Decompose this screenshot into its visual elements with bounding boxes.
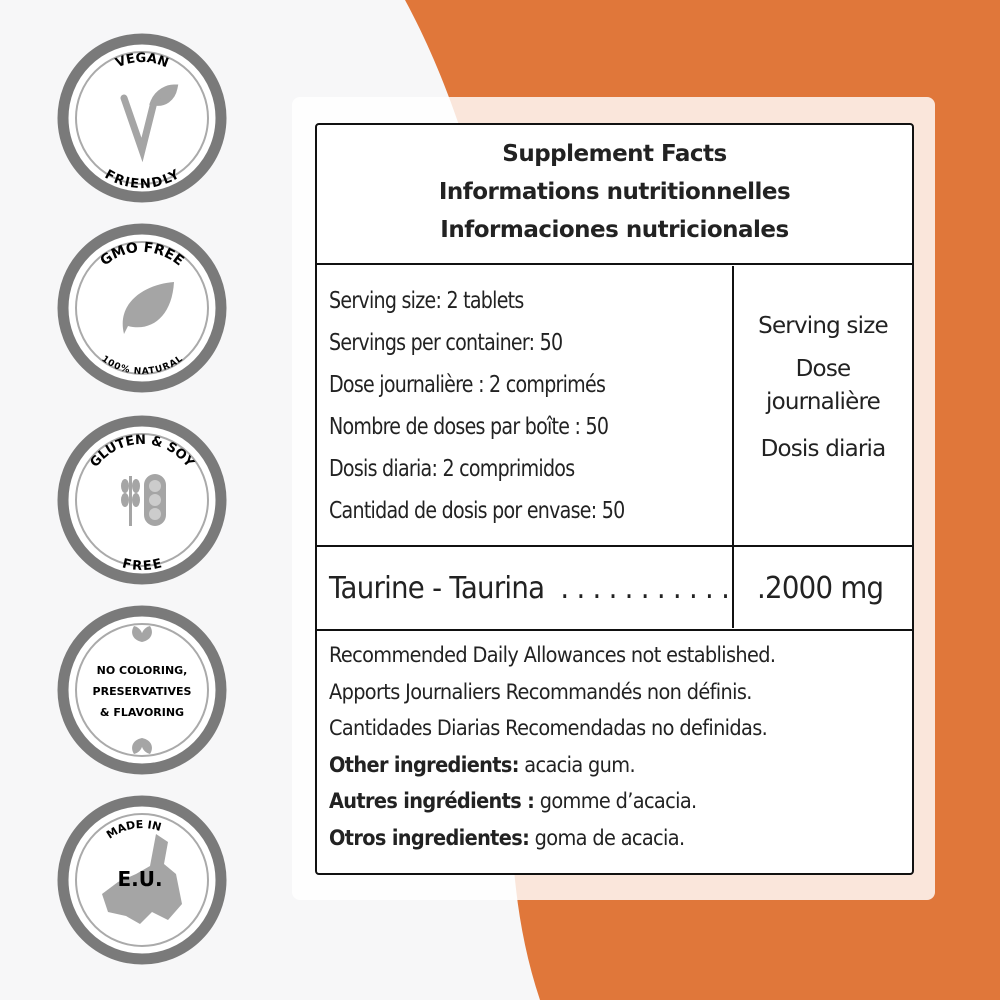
serving-size-header: Serving size Dose journalière Dosis diar… [734,310,912,466]
col-header-fr-1: Dose [795,356,852,382]
note-line: Recommended Daily Allowances not establi… [329,643,776,667]
europe-map-icon [102,834,182,924]
notes: Recommended Daily Allowances not establi… [329,637,814,856]
gmo-free-badge: GMO FREE 100% NATURAL [57,223,227,393]
supplement-facts-table: Supplement Facts Informations nutritionn… [315,123,914,875]
serving-info: Serving size: 2 tablets Servings per con… [329,280,650,532]
title-fr: Informations nutritionnelles [438,179,791,205]
gluten-soy-free-badge: GLUTEN & SOY FREE [57,415,227,585]
serving-line: Dosis diaria: 2 comprimidos [329,456,575,482]
vegan-v-leaf-icon [120,84,179,163]
other-ingredients-en: Other ingredients: acacia gum. [329,752,636,777]
col-header-fr-2: journalière [766,389,881,415]
serving-line: Serving size: 2 tablets [329,288,524,314]
col-header-en: Serving size [758,313,889,339]
vegan-friendly-badge: VEGAN FRIENDLY [57,33,227,203]
ingredient-amount: .2000 mg [757,571,884,606]
serving-line: Cantidad de dosis por envase: 50 [329,498,625,524]
column-divider [732,266,734,628]
svg-text:NO COLORING,PRESERVATIVES& FLA: NO COLORING, PRESERVATIVES & FLAVORING [93,664,192,719]
ingredient-name: Taurine - Taurina . . . . . . . . . . . [329,571,730,606]
serving-line: Servings per container: 50 [329,330,563,356]
title-es: Informaciones nutricionales [440,217,789,243]
serving-line: Nombre de doses par boîte : 50 [329,414,609,440]
other-ingredients-fr: Autres ingrédients : gomme d’acacia. [329,789,697,813]
col-header-es: Dosis diaria [760,436,887,462]
title-en: Supplement Facts [502,141,727,167]
facts-title: Supplement Facts Informations nutritionn… [317,125,912,265]
other-ingredients-es: Otros ingredientes: goma de acacia. [329,825,685,850]
serving-line: Dose journalière : 2 comprimés [329,372,606,398]
leaf-icon [122,282,174,334]
note-line: Apports Journaliers Recommandés non défi… [329,679,752,704]
leaves-icon [132,626,152,754]
svg-text:E.U.: E.U. [117,867,162,891]
no-coloring-badge: NO COLORING, PRESERVATIVES & FLAVORING [57,605,227,775]
made-in-eu-badge: MADE IN E.U. [57,795,227,965]
ingredient-row: Taurine - Taurina . . . . . . . . . . . … [317,545,912,631]
wheat-soy-icon [121,474,166,526]
note-line: Cantidades Diarias Recomendadas no defin… [329,716,768,740]
svg-text:VEGAN: VEGAN [114,51,171,71]
